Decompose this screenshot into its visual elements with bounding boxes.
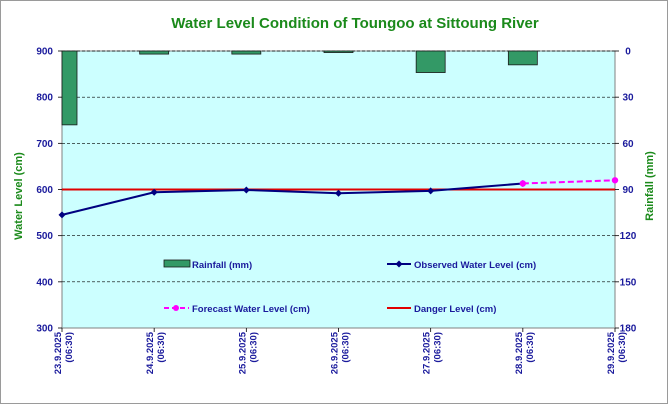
observed-point: [427, 187, 435, 195]
legend-forecast-marker: [173, 305, 179, 311]
observed-point: [58, 211, 66, 219]
y-tick-label: 700: [36, 139, 53, 150]
x-tick-time: (06:30): [156, 332, 167, 363]
rainfall-bar: [507, 50, 538, 66]
x-tick-date: 27.9.2025: [422, 331, 433, 374]
left-axis-ticks: 900 800 700 600 500 400 300: [36, 47, 62, 335]
rainfall-bar: [323, 50, 354, 53]
x-tick-date: 26.9.2025: [330, 331, 341, 374]
legend: Rainfall (mm) Observed Water Level (cm) …: [163, 259, 536, 315]
right-axis-ticks: 0 30 60 90 120 150 180: [615, 47, 637, 335]
observed-point: [150, 188, 158, 196]
chart-title: Water Level Condition of Toungoo at Sitt…: [171, 15, 539, 32]
y2-tick-label: 0: [625, 47, 631, 58]
y2-tick-label: 90: [622, 185, 634, 196]
legend-danger-label: Danger Level (cm): [414, 304, 496, 315]
rainfall-bar: [415, 50, 446, 73]
rainfall-bar: [139, 50, 170, 55]
y-tick-label: 500: [36, 231, 53, 242]
x-tick-time: (06:30): [525, 332, 536, 363]
observed-point: [242, 186, 250, 194]
legend-observed-marker: [395, 260, 403, 268]
x-tick-date: 24.9.2025: [145, 331, 156, 374]
x-tick-date: 29.9.2025: [606, 331, 617, 374]
y2-tick-label: 180: [620, 324, 637, 335]
x-tick-date: 23.9.2025: [53, 331, 64, 374]
observed-water-level-series: [58, 179, 527, 219]
legend-rainfall-label: Rainfall (mm): [192, 260, 252, 271]
x-tick-time: (06:30): [341, 332, 352, 363]
observed-line: [61, 182, 523, 216]
x-tick-date: 25.9.2025: [237, 331, 248, 374]
y2-tick-label: 60: [622, 139, 634, 150]
x-axis-ticks: 23.9.2025 (06:30) 24.9.2025 (06:30) 25.9.202…: [53, 328, 628, 374]
y-tick-label: 400: [36, 277, 53, 288]
rainfall-bars: [61, 50, 538, 126]
y-axis-label: Water Level (cm): [13, 152, 25, 240]
y-tick-label: 600: [36, 185, 53, 196]
observed-point: [335, 189, 342, 197]
legend-rainfall-swatch: [163, 259, 191, 268]
forecast-water-level-series: [519, 177, 619, 187]
x-tick-time: (06:30): [433, 332, 444, 363]
legend-forecast-label: Forecast Water Level (cm): [192, 304, 310, 315]
y2-tick-label: 30: [622, 93, 634, 104]
y-tick-label: 900: [36, 47, 53, 58]
legend-observed-label: Observed Water Level (cm): [414, 260, 536, 271]
forecast-point: [519, 180, 527, 187]
x-tick-time: (06:30): [64, 332, 75, 363]
y-tick-label: 300: [36, 324, 53, 335]
x-tick-date: 28.9.2025: [514, 331, 525, 374]
forecast-point: [611, 177, 619, 184]
x-tick-time: (06:30): [617, 332, 628, 363]
y2-tick-label: 150: [620, 277, 637, 288]
rainfall-bar: [61, 50, 78, 126]
y2-axis-label: Rainfall (mm): [644, 151, 656, 221]
forecast-line: [522, 179, 616, 185]
rainfall-bar: [231, 50, 262, 55]
x-tick-time: (06:30): [248, 332, 259, 363]
y2-tick-label: 120: [620, 231, 637, 242]
y-tick-label: 800: [36, 93, 53, 104]
